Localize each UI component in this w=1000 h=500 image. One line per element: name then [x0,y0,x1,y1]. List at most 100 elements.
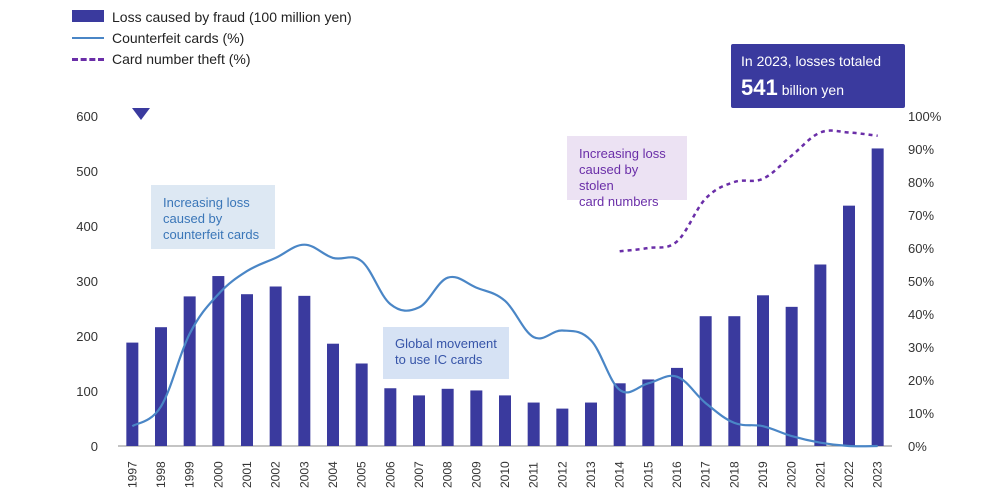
x-tick-label: 2018 [727,461,741,488]
y-right-tick-label: 50% [908,274,934,289]
x-tick-label: 2014 [613,461,627,488]
annotation-counterfeit-line: caused by [163,211,223,226]
legend-swatch-bars [72,9,104,24]
bar-2011 [527,402,540,446]
bar-2023 [871,148,884,446]
legend-item-theft: Card number theft (%) [72,48,352,69]
bar-1998 [155,327,167,446]
bar-2015 [642,379,655,446]
annotation-theft-line: Increasing loss [579,146,666,161]
legend-label-counterfeit: Counterfeit cards (%) [112,29,245,46]
bar-2000 [212,276,225,446]
callout-value-row: 541 billion yen [741,75,844,101]
x-tick-label: 2005 [355,461,369,488]
y-left-tick-label: 0 [91,439,98,454]
x-tick-label: 2006 [383,461,397,488]
legend: Loss caused by fraud (100 million yen) C… [72,6,352,69]
x-tick-label: 2022 [842,461,856,488]
x-tick-label: 1998 [154,461,168,488]
bar-2009 [470,390,483,446]
x-tick-label: 2001 [240,461,254,488]
x-tick-label: 2021 [813,461,827,488]
x-tick-label: 2020 [785,461,799,488]
y-left-tick-label: 600 [76,109,98,124]
bar-2022 [843,205,855,446]
annotation-theft-line: card numbers [579,194,659,209]
y-right-tick-label: 20% [908,373,934,388]
y-right-tick-label: 100% [908,109,942,124]
bar-2012 [556,408,569,446]
y-right-tick-label: 80% [908,175,934,190]
y-right-tick-label: 40% [908,307,934,322]
bar-2016 [671,367,683,446]
bar-2008 [441,388,454,446]
bar-1999 [183,296,196,446]
x-tick-label: 2003 [297,461,311,488]
bar-2021 [814,264,827,446]
bar-2003 [298,295,311,446]
y-right-tick-label: 70% [908,208,934,223]
x-tick-label: 2023 [871,461,885,488]
callout-pointer [132,108,150,120]
x-tick-label: 2015 [641,461,655,488]
x-tick-label: 2019 [756,461,770,488]
annotation-counterfeit: Increasing loss caused by counterfeit ca… [151,185,275,249]
x-tick-label: 2013 [584,461,598,488]
y-left-tick-label: 400 [76,219,98,234]
y-right-tick-label: 60% [908,241,934,256]
annotation-ic-line: to use IC cards [395,352,483,367]
legend-label-theft: Card number theft (%) [112,50,251,67]
x-tick-label: 2017 [699,461,713,488]
annotation-counterfeit-line: counterfeit cards [163,227,260,242]
y-left-tick-label: 100 [76,384,98,399]
x-tick-label: 2012 [555,461,569,488]
bar-2002 [269,286,282,446]
y-right-tick-label: 90% [908,142,934,157]
legend-swatch-counterfeit [72,31,104,45]
y-right-tick-label: 0% [908,439,927,454]
bar-2013 [585,402,597,446]
bar-1997 [126,342,139,446]
bar-2019 [757,295,769,446]
y-right-tick-label: 30% [908,340,934,355]
legend-item-bars: Loss caused by fraud (100 million yen) [72,6,352,27]
x-tick-label: 2016 [670,461,684,488]
bar-2001 [241,294,253,446]
legend-item-counterfeit: Counterfeit cards (%) [72,27,352,48]
bar-2018 [728,316,741,446]
x-tick-label: 2000 [211,461,225,488]
callout-text: In 2023, losses totaled [741,53,882,69]
x-tick-label: 2011 [527,462,541,488]
annotation-ic-cards: Global movement to use IC cards [383,327,509,379]
annotation-theft: Increasing loss caused by stolen card nu… [567,136,687,209]
total-loss-callout: In 2023, losses totaled 541 billion yen [731,44,905,108]
series-line-theft [619,129,878,253]
annotation-counterfeit-line: Increasing loss [163,195,250,210]
x-tick-label: 2004 [326,461,340,488]
annotation-theft-line: caused by stolen [579,162,639,193]
bar-2004 [327,343,339,446]
bar-2007 [413,395,425,446]
y-left-tick-label: 500 [76,164,98,179]
bar-2017 [699,316,712,446]
y-right-tick-label: 10% [908,406,934,421]
annotation-ic-line: Global movement [395,336,497,351]
series-line-counterfeit [131,243,878,448]
x-tick-label: 2008 [441,461,455,488]
x-tick-label: 2010 [498,461,512,488]
x-tick-label: 2009 [469,461,483,488]
x-tick-label: 2007 [412,461,426,488]
bar-2006 [384,388,397,446]
x-tick-label: 1997 [125,461,139,488]
bar-2014 [613,383,626,446]
legend-swatch-theft [72,52,104,66]
bar-2020 [785,306,798,446]
bar-2010 [499,395,511,446]
legend-label-bars: Loss caused by fraud (100 million yen) [112,8,352,25]
x-tick-label: 2002 [269,461,283,488]
callout-value: 541 [741,75,778,100]
y-left-tick-label: 200 [76,329,98,344]
y-left-tick-label: 300 [76,274,98,289]
x-tick-label: 1999 [183,461,197,488]
